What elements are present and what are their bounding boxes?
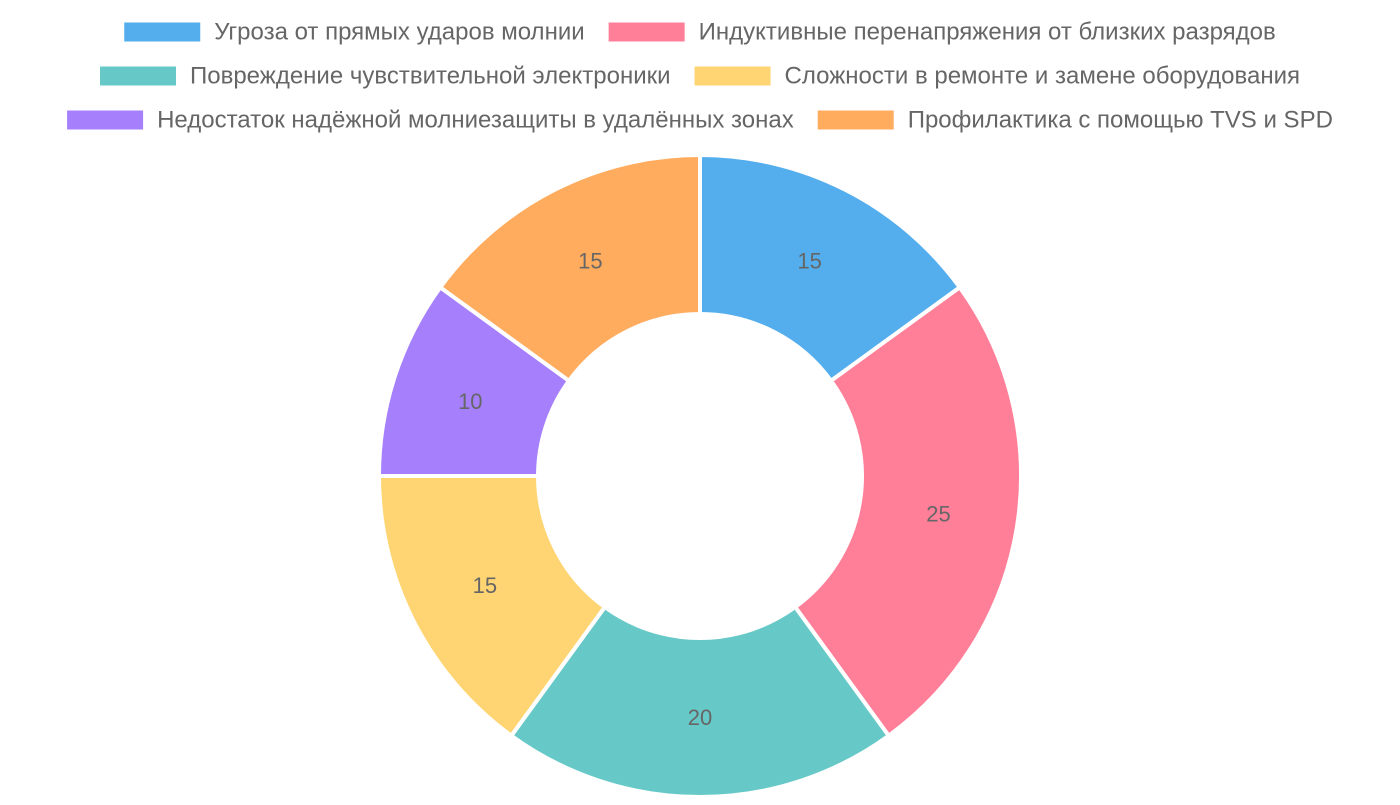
slice-value-label: 15 (473, 573, 497, 598)
doughnut-slice[interactable] (377, 474, 607, 738)
slice-value-label: 15 (797, 248, 821, 273)
slice-value-label: 10 (458, 389, 482, 414)
doughnut-slice[interactable] (509, 605, 891, 799)
doughnut-slice[interactable] (698, 153, 962, 383)
slice-value-label: 20 (688, 705, 712, 730)
legend-label: Профилактика с помощью TVS и SPD (908, 107, 1333, 134)
doughnut-slice[interactable] (438, 153, 702, 383)
legend-swatch (608, 22, 685, 42)
legend-item[interactable]: Недостаток надёжной молниезащиты в удалё… (67, 107, 794, 134)
legend: Угроза от прямых ударов молнии Индуктивны… (67, 19, 1333, 134)
legend-swatch (67, 110, 144, 130)
doughnut-slice[interactable] (793, 285, 1023, 738)
legend-item[interactable]: Профилактика с помощью TVS и SPD (817, 107, 1333, 134)
legend-label: Недостаток надёжной молниезащиты в удалё… (157, 107, 794, 134)
slice-value-label: 15 (578, 248, 602, 273)
legend-item[interactable]: Сложности в ремонте и замене оборудовани… (694, 63, 1300, 90)
legend-item[interactable]: Угроза от прямых ударов молнии (124, 19, 585, 46)
data-labels: 15 25 20 15 10 15 (458, 248, 951, 730)
legend-swatch (694, 66, 771, 86)
legend-label: Повреждение чувствительной электроники (190, 63, 671, 90)
slices (377, 153, 1023, 799)
legend-item[interactable]: Повреждение чувствительной электроники (99, 63, 671, 90)
slice-value-label: 25 (926, 501, 950, 526)
legend-label: Индуктивные перенапряжения от близких ра… (699, 19, 1276, 46)
legend-item[interactable]: Индуктивные перенапряжения от близких ра… (608, 19, 1276, 46)
legend-swatch (124, 22, 201, 42)
legend-swatch (99, 66, 176, 86)
legend-label: Угроза от прямых ударов молнии (214, 19, 584, 46)
legend-swatch (817, 110, 894, 130)
legend-label: Сложности в ремонте и замене оборудовани… (785, 63, 1300, 90)
